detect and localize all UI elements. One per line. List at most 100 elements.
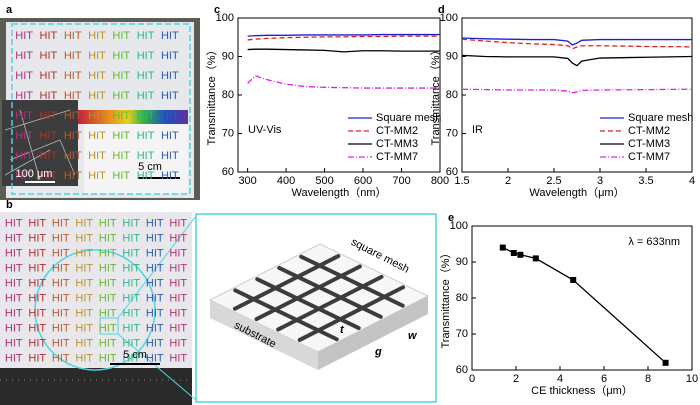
hit-text: HIT: [99, 262, 117, 274]
y-tick-label: 90: [222, 50, 234, 62]
hit-text: HIT: [169, 307, 187, 319]
hit-text: HIT: [146, 322, 164, 334]
hit-text: HIT: [88, 50, 106, 62]
x-axis-label: Wavelength（μm）: [529, 186, 624, 199]
y-tick-label: 90: [456, 256, 468, 268]
hit-text: HIT: [169, 217, 187, 229]
legend-label: CT-MM3: [376, 138, 418, 150]
x-tick-label: 2: [505, 175, 511, 187]
hit-text: HIT: [99, 307, 117, 319]
hit-text: HIT: [15, 90, 33, 102]
hit-text: HIT: [161, 130, 179, 142]
photo-b: HIT HIT HIT HIT HIT HIT HIT HIT HIT HIT HIT HIT HIT H…: [0, 212, 197, 405]
x-tick-label: 800: [431, 175, 449, 187]
series-line: [461, 88, 693, 94]
hit-text: HIT: [40, 130, 58, 142]
x-tick-label: 1.5: [454, 175, 469, 187]
hit-text: HIT: [161, 110, 179, 122]
hit-text: HIT: [15, 30, 33, 42]
x-tick-label: 3: [597, 175, 603, 187]
hit-text: HIT: [169, 277, 187, 289]
hit-text: HIT: [146, 277, 164, 289]
series-line: [502, 247, 667, 364]
hit-text: HIT: [137, 150, 155, 162]
point: [517, 251, 524, 258]
panel-label: c: [214, 4, 220, 16]
hit-text: HIT: [40, 150, 58, 162]
hit-text: HIT: [15, 50, 33, 62]
dim-label: g: [374, 346, 382, 358]
hit-text: HIT: [112, 170, 130, 182]
hit-text: HIT: [112, 110, 130, 122]
micro-scale: 100 μm: [16, 168, 53, 180]
hit-text: HIT: [64, 50, 82, 62]
hit-text: HIT: [28, 217, 46, 229]
hit-text: HIT: [99, 217, 117, 229]
hit-text: HIT: [169, 247, 187, 259]
hit-text: HIT: [15, 150, 33, 162]
y-tick-label: 100: [216, 12, 234, 24]
series-line: [247, 33, 440, 37]
hit-text: HIT: [28, 337, 46, 349]
y-axis-label: Transmittance（%）: [429, 44, 442, 145]
hit-text: HIT: [112, 150, 130, 162]
hit-text: HIT: [122, 322, 140, 334]
hit-text: HIT: [40, 110, 58, 122]
hit-text: HIT: [99, 247, 117, 259]
hit-text: HIT: [75, 232, 93, 244]
dim-label: t: [340, 324, 345, 336]
annotation: UV-Vis: [248, 124, 282, 136]
legend-label: CT-MM2: [376, 125, 418, 137]
hit-text: HIT: [52, 232, 70, 244]
hit-text: HIT: [161, 150, 179, 162]
hit-text: HIT: [88, 150, 106, 162]
hit-text: HIT: [122, 217, 140, 229]
hit-text: HIT: [40, 170, 58, 182]
hit-text: HIT: [64, 110, 82, 122]
panel-label: b: [6, 199, 13, 211]
hit-text: HIT: [137, 50, 155, 62]
legend-label: CT-MM3: [628, 138, 670, 150]
hit-text: HIT: [28, 307, 46, 319]
legend-label: CT-MM2: [628, 125, 670, 137]
hit-text: HIT: [5, 292, 23, 304]
hit-text: HIT: [52, 292, 70, 304]
hit-text: HIT: [169, 292, 187, 304]
y-axis-label: Transmittance（%）: [205, 44, 218, 145]
hit-text: HIT: [75, 277, 93, 289]
mesh-line: [297, 285, 406, 342]
x-tick-label: 300: [238, 175, 256, 187]
series-line: [461, 54, 693, 67]
y-tick-label: 90: [446, 50, 458, 62]
hit-text: HIT: [5, 307, 23, 319]
hit-text: HIT: [88, 110, 106, 122]
hit-text: HIT: [28, 247, 46, 259]
hit-text: HIT: [75, 322, 93, 334]
hit-text: HIT: [28, 322, 46, 334]
hit-text: HIT: [40, 70, 58, 82]
hit-text: HIT: [112, 90, 130, 102]
hit-text: HIT: [161, 170, 179, 182]
hit-text: HIT: [122, 232, 140, 244]
x-tick-label: 4: [689, 175, 695, 187]
hit-text: HIT: [15, 70, 33, 82]
hit-text: HIT: [169, 262, 187, 274]
panel-label: e: [448, 212, 454, 224]
hit-text: HIT: [64, 90, 82, 102]
x-tick-label: 2.5: [546, 175, 561, 187]
hit-text: HIT: [52, 322, 70, 334]
series-line: [247, 75, 440, 89]
hit-text: HIT: [64, 170, 82, 182]
hit-text: HIT: [64, 30, 82, 42]
y-tick-label: 70: [456, 328, 468, 340]
hit-text: HIT: [5, 262, 23, 274]
hit-text: HIT: [169, 337, 187, 349]
hit-text: HIT: [5, 322, 23, 334]
x-tick-label: 2: [513, 373, 519, 385]
x-axis-label: CE thickness（μm）: [531, 384, 633, 397]
hit-text: HIT: [52, 247, 70, 259]
hit-text: HIT: [161, 90, 179, 102]
hit-text: HIT: [15, 110, 33, 122]
hit-text: HIT: [137, 170, 155, 182]
hit-text: HIT: [64, 70, 82, 82]
